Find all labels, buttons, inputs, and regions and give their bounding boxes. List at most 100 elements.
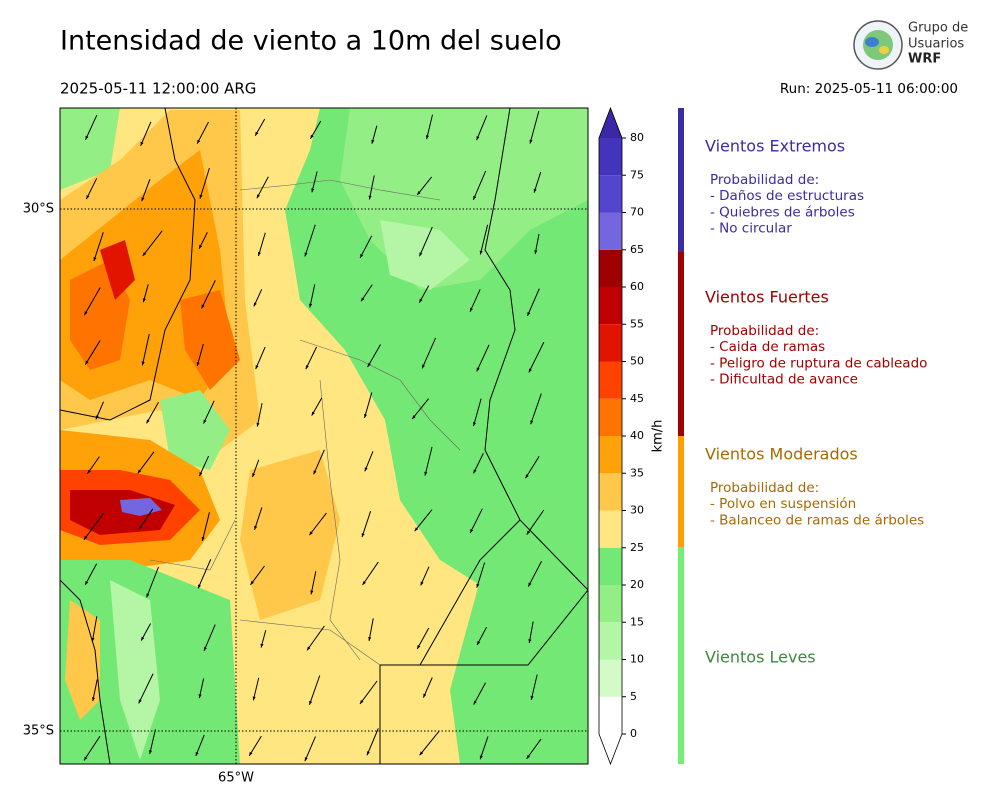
category-bar <box>678 252 684 436</box>
wind-arrow-head <box>530 695 534 700</box>
wind-arrow <box>84 563 98 586</box>
colorbar-tick-label: 30 <box>630 504 644 517</box>
wind-arrow <box>476 562 486 588</box>
wind-arrow <box>359 235 373 259</box>
wind-arrow-head <box>371 139 375 144</box>
wind-arrow-head <box>477 641 481 646</box>
lat-label: 30°S <box>23 202 54 217</box>
category-name: Vientos Moderados <box>705 445 858 464</box>
wind-arrow <box>473 453 484 474</box>
wind-arrow <box>476 344 490 372</box>
logo-text: Grupo de <box>908 21 968 36</box>
colorbar-segment <box>599 324 622 362</box>
wind-arrow-head <box>255 131 259 136</box>
wind-arrow <box>313 449 325 475</box>
colorbar-segment <box>599 138 622 176</box>
wind-arrow-head <box>527 311 531 316</box>
wind-arrow-head <box>417 644 421 649</box>
wind-arrow <box>469 289 481 312</box>
wind-arrow <box>195 734 205 757</box>
colorbar-segment <box>599 249 622 287</box>
wind-arrow-head <box>146 419 150 424</box>
colorbar-segment <box>599 175 622 213</box>
colorbar-segment <box>599 547 622 585</box>
map-frame <box>59 107 589 765</box>
wind-arrow-head <box>83 535 88 540</box>
wind-arrow-head <box>414 527 419 532</box>
map-field <box>380 220 470 290</box>
wind-arrow-head <box>525 474 529 479</box>
wind-arrow <box>306 625 325 651</box>
wind-arrow-head <box>201 304 205 309</box>
colorbar-tick-label: 60 <box>630 280 644 293</box>
wind-arrow-head <box>311 411 315 416</box>
category-item: - No circular <box>710 221 792 237</box>
category-item: - Peligro de ruptura de cableado <box>710 355 927 371</box>
wind-arrow-head <box>142 252 147 256</box>
wind-arrow-head <box>528 368 532 373</box>
colorbar-segment <box>599 436 622 474</box>
wind-arrow-head <box>472 422 476 427</box>
wind-arrow-head <box>85 135 89 140</box>
wind-arrow <box>197 559 212 589</box>
wind-arrow <box>83 735 101 761</box>
wind-arrow <box>91 616 98 642</box>
wind-arrow-head <box>140 141 144 146</box>
wind-arrow-head <box>368 637 372 641</box>
wind-arrow-head <box>309 303 313 308</box>
wind-arrow-head <box>359 700 364 704</box>
colorbar-extend-over <box>599 108 622 138</box>
wind-arrow <box>362 561 379 586</box>
wind-arrow-head <box>304 252 308 257</box>
colorbar-segment <box>599 622 622 660</box>
colorbar-tick-label: 35 <box>630 466 644 479</box>
province-line <box>149 519 236 571</box>
colorbar-tick-label: 70 <box>630 206 644 219</box>
logo: Grupo de Usuarios WRF <box>853 20 968 70</box>
colorbar-segment <box>599 398 622 436</box>
wind-arrow-head <box>528 639 532 644</box>
category-heading: Probabilidad de: <box>710 323 819 339</box>
category-item: - Quiebres de árboles <box>710 204 855 220</box>
wind-arrow <box>530 674 538 700</box>
colorbar-segment <box>599 361 622 399</box>
wind-arrow-head <box>313 470 317 475</box>
wind-arrow-head <box>361 297 365 302</box>
wind-arrow-head <box>198 584 201 589</box>
wind-arrow-head <box>256 194 260 199</box>
wind-arrow-head <box>257 252 261 257</box>
wind-arrow-head <box>196 362 200 367</box>
colorbar-tick-label: 20 <box>630 578 644 591</box>
wind-arrow-head <box>252 696 256 701</box>
logo-globe-sea <box>865 37 879 47</box>
wind-arrow <box>203 400 215 424</box>
wind-arrow-head <box>195 751 199 756</box>
wind-arrow <box>142 230 163 257</box>
colorbar-segment <box>599 473 622 511</box>
colorbar: 0 5 10 15 20 25 30 35 40 45 50 55 60 65 70 75 80 <box>598 106 644 766</box>
wind-arrow <box>254 507 263 530</box>
wind-arrow-head <box>204 646 207 651</box>
colorbar-tick-label: 55 <box>630 317 644 330</box>
category-heading: Probabilidad de: <box>710 172 819 188</box>
lat-label: 35°S <box>23 724 54 739</box>
wind-arrow-head <box>203 419 207 424</box>
wind-arrow <box>476 115 488 141</box>
wind-arrow <box>146 402 159 424</box>
colorbar-segment <box>599 585 622 623</box>
wind-arrow <box>479 224 489 255</box>
wind-arrow <box>138 508 154 530</box>
wind-arrow-head <box>425 135 429 140</box>
wind-arrow-head <box>470 307 473 312</box>
wind-arrow <box>304 224 316 257</box>
category-bar <box>678 108 684 252</box>
wind-arrow <box>138 673 154 704</box>
colorbar-segment <box>599 287 622 325</box>
wind-arrow-head <box>253 302 257 307</box>
wind-arrow-head <box>417 191 421 196</box>
wind-arrow-head <box>424 471 428 476</box>
wind-arrow-head <box>526 530 531 535</box>
wind-arrow <box>201 280 216 309</box>
